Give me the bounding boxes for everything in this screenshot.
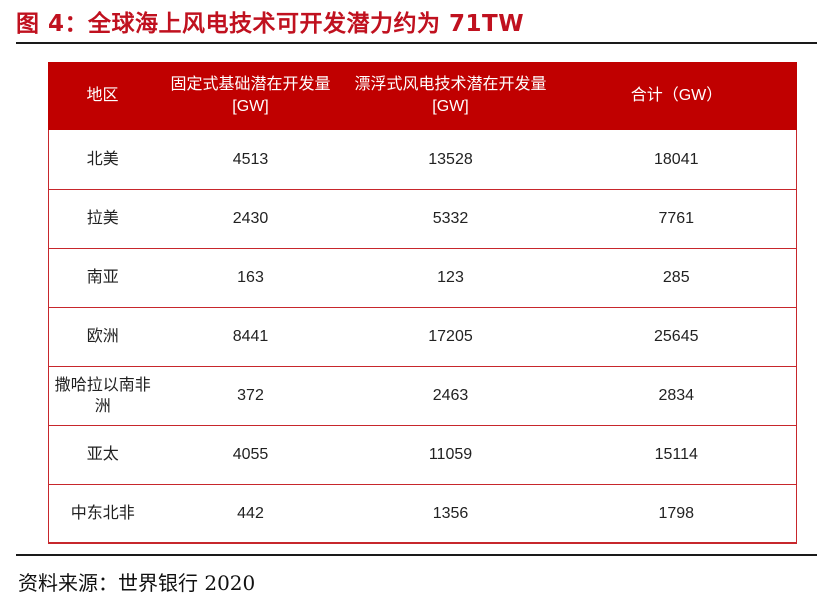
cell-fixed: 4055 <box>156 425 345 485</box>
potential-table: 地区 固定式基础潜在开发量 [GW] 漂浮式风电技术潜在开发量 [GW] 合计（… <box>48 62 797 544</box>
cell-region: 欧洲 <box>48 307 157 367</box>
cell-floating: 5332 <box>344 189 557 249</box>
cell-region: 中东北非 <box>48 484 157 544</box>
cell-fixed: 372 <box>156 366 345 426</box>
source-note: 资料来源：世界银行 2020 <box>18 571 256 595</box>
table-row: 亚太 4055 11059 15114 <box>48 425 797 485</box>
cell-total: 18041 <box>556 130 797 190</box>
header-region: 地区 <box>48 62 157 130</box>
cell-region: 亚太 <box>48 425 157 485</box>
cell-total: 7761 <box>556 189 797 249</box>
cell-floating: 1356 <box>344 484 557 544</box>
table-row: 南亚 163 123 285 <box>48 248 797 308</box>
top-rule <box>16 42 817 44</box>
cell-total: 25645 <box>556 307 797 367</box>
table-row: 拉美 2430 5332 7761 <box>48 189 797 249</box>
table-row: 撒哈拉以南非洲 372 2463 2834 <box>48 366 797 426</box>
cell-fixed: 2430 <box>156 189 345 249</box>
cell-region: 撒哈拉以南非洲 <box>48 366 157 426</box>
cell-total: 1798 <box>556 484 797 544</box>
cell-fixed: 4513 <box>156 130 345 190</box>
cell-fixed: 442 <box>156 484 345 544</box>
table-row: 中东北非 442 1356 1798 <box>48 484 797 544</box>
cell-floating: 2463 <box>344 366 557 426</box>
bottom-rule <box>16 554 817 556</box>
cell-floating: 13528 <box>344 130 557 190</box>
cell-fixed: 8441 <box>156 307 345 367</box>
table-header-row: 地区 固定式基础潜在开发量 [GW] 漂浮式风电技术潜在开发量 [GW] 合计（… <box>48 62 797 130</box>
table-row: 欧洲 8441 17205 25645 <box>48 307 797 367</box>
cell-floating: 17205 <box>344 307 557 367</box>
cell-total: 285 <box>556 248 797 308</box>
cell-region: 南亚 <box>48 248 157 308</box>
table-row: 北美 4513 13528 18041 <box>48 130 797 190</box>
cell-region: 拉美 <box>48 189 157 249</box>
cell-region: 北美 <box>48 130 157 190</box>
header-fixed-potential: 固定式基础潜在开发量 [GW] <box>156 62 345 130</box>
figure-title: 图 4：全球海上风电技术可开发潜力约为 71TW <box>16 11 525 37</box>
cell-total: 15114 <box>556 425 797 485</box>
cell-total: 2834 <box>556 366 797 426</box>
cell-fixed: 163 <box>156 248 345 308</box>
header-floating-potential: 漂浮式风电技术潜在开发量 [GW] <box>344 62 557 130</box>
cell-floating: 123 <box>344 248 557 308</box>
header-total: 合计（GW） <box>556 62 797 130</box>
cell-floating: 11059 <box>344 425 557 485</box>
